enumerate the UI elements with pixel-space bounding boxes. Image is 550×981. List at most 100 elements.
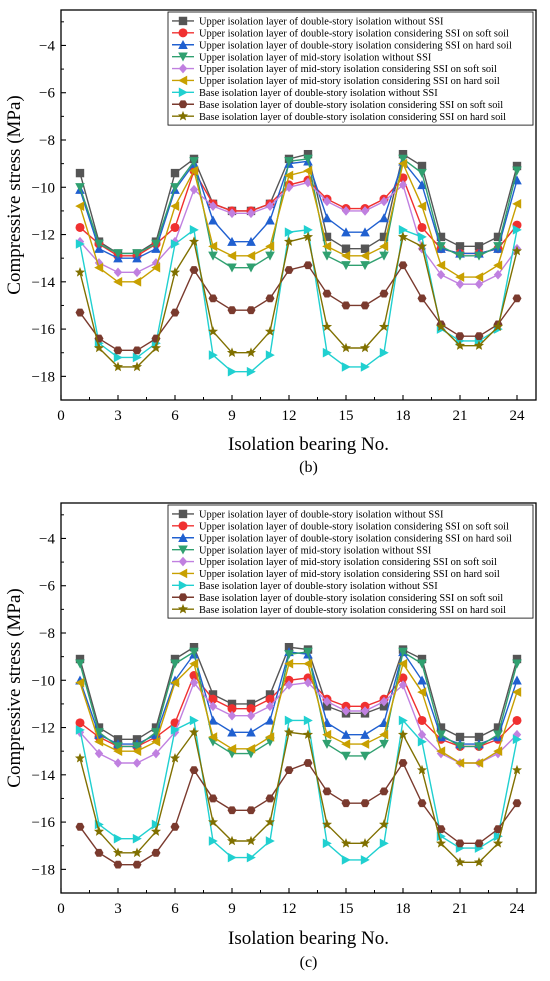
data-point bbox=[435, 321, 447, 332]
x-tick-label: 9 bbox=[228, 408, 236, 424]
data-point bbox=[398, 759, 408, 767]
legend-marker bbox=[178, 556, 188, 567]
legend-label: Upper isolation layer of double-story is… bbox=[199, 521, 509, 532]
data-point bbox=[398, 158, 408, 169]
panel-caption: (b) bbox=[299, 459, 318, 476]
data-point bbox=[341, 301, 351, 310]
data-point bbox=[322, 196, 332, 207]
data-point bbox=[512, 659, 522, 669]
data-point bbox=[227, 366, 237, 377]
data-point bbox=[113, 833, 123, 844]
data-point bbox=[492, 321, 504, 332]
data-point bbox=[207, 326, 219, 336]
data-point bbox=[417, 659, 427, 669]
data-point bbox=[493, 269, 503, 280]
data-point bbox=[284, 182, 294, 193]
x-axis-label: Isolation bearing No. bbox=[228, 434, 389, 455]
data-point bbox=[302, 231, 314, 242]
data-point bbox=[417, 687, 427, 697]
data-point bbox=[454, 340, 466, 350]
data-point bbox=[303, 759, 313, 767]
data-point bbox=[322, 241, 332, 252]
legend-label: Upper isolation layer of mid-story isola… bbox=[199, 64, 497, 75]
data-point bbox=[227, 744, 237, 754]
data-point bbox=[208, 836, 218, 846]
legend-label: Upper isolation layer of mid-story isola… bbox=[199, 76, 500, 87]
data-point bbox=[303, 225, 313, 235]
data-point bbox=[398, 715, 408, 726]
data-point bbox=[360, 799, 370, 808]
data-point bbox=[151, 723, 161, 732]
data-point bbox=[417, 294, 427, 303]
data-point bbox=[322, 232, 332, 242]
data-point bbox=[493, 831, 503, 842]
y-tick-label: −12 bbox=[32, 721, 55, 737]
legend-entry: Base isolation layer of double-story iso… bbox=[172, 87, 438, 99]
data-point bbox=[455, 758, 465, 768]
data-point bbox=[170, 168, 180, 178]
data-point bbox=[265, 201, 275, 211]
data-point bbox=[398, 154, 408, 164]
data-point bbox=[208, 350, 218, 360]
data-point bbox=[113, 860, 123, 869]
legend-marker bbox=[178, 28, 188, 38]
y-tick-label: −4 bbox=[39, 38, 55, 54]
data-point bbox=[208, 241, 218, 252]
data-point bbox=[379, 838, 389, 849]
data-point bbox=[169, 752, 181, 763]
data-point bbox=[436, 723, 446, 732]
chart-panel-c: 0 3 6 9 12 15 18 21 24 −18 −16 −14 −12 −10 −8 −6 −4 Isola… bbox=[4, 502, 537, 971]
data-point bbox=[189, 157, 199, 167]
legend-entry: Upper isolation layer of double-story is… bbox=[172, 17, 444, 28]
x-tick-label: 15 bbox=[339, 408, 354, 424]
y-axis-label: Compressive stress (MPa) bbox=[4, 588, 25, 787]
series-line bbox=[79, 157, 518, 269]
data-point bbox=[245, 347, 257, 358]
data-point bbox=[416, 764, 428, 775]
legend-entry: Upper isolation layer of double-story is… bbox=[172, 28, 509, 39]
data-point bbox=[94, 728, 104, 738]
data-point bbox=[417, 799, 427, 808]
data-point bbox=[170, 308, 180, 317]
chart-panel-b: 0 3 6 9 12 15 18 21 24 −18 −16 −14 −12 −10 −8 −6 −4 Isola… bbox=[4, 9, 537, 476]
legend-entry: Upper isolation layer of mid-story isola… bbox=[172, 545, 432, 556]
data-point bbox=[189, 658, 199, 669]
data-point bbox=[379, 196, 389, 207]
series-3 bbox=[75, 154, 522, 273]
data-point bbox=[455, 732, 465, 742]
y-tick-label: −6 bbox=[39, 579, 55, 595]
legend-label: Upper isolation layer of mid-story isola… bbox=[199, 557, 497, 568]
data-point bbox=[474, 279, 484, 289]
data-point bbox=[511, 245, 523, 256]
data-point bbox=[493, 232, 503, 242]
data-point bbox=[512, 687, 522, 697]
data-point bbox=[131, 361, 143, 372]
data-point bbox=[227, 704, 237, 714]
data-point bbox=[189, 165, 199, 176]
legend-marker bbox=[178, 39, 188, 49]
data-point bbox=[151, 848, 161, 857]
data-point bbox=[151, 736, 161, 747]
data-point bbox=[303, 149, 313, 159]
data-point bbox=[265, 715, 275, 725]
data-point bbox=[322, 289, 332, 298]
x-tick-label: 3 bbox=[114, 408, 122, 424]
legend-marker bbox=[178, 87, 188, 98]
data-point bbox=[435, 838, 447, 848]
plot-frame bbox=[60, 502, 537, 894]
legend-entry: Upper isolation layer of mid-story isola… bbox=[172, 63, 497, 75]
y-tick-label: −18 bbox=[32, 862, 55, 878]
data-point bbox=[455, 251, 465, 261]
data-point bbox=[74, 267, 86, 277]
data-point bbox=[360, 261, 370, 271]
y-tick-label: −10 bbox=[32, 180, 55, 196]
legend-box bbox=[167, 504, 534, 619]
data-point bbox=[341, 855, 351, 865]
x-tick-label: 18 bbox=[396, 408, 411, 424]
data-point bbox=[113, 267, 123, 278]
data-point bbox=[341, 799, 351, 808]
legend-label: Upper isolation layer of double-story is… bbox=[199, 28, 509, 39]
data-point bbox=[398, 149, 408, 159]
